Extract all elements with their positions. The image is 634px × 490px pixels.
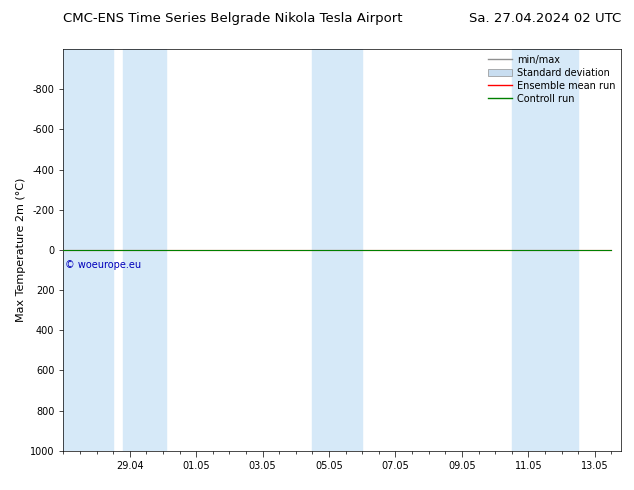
Legend: min/max, Standard deviation, Ensemble mean run, Controll run: min/max, Standard deviation, Ensemble me… bbox=[484, 51, 619, 107]
Text: Sa. 27.04.2024 02 UTC: Sa. 27.04.2024 02 UTC bbox=[469, 12, 621, 25]
Text: © woeurope.eu: © woeurope.eu bbox=[65, 260, 141, 270]
Bar bbox=[63, 49, 113, 451]
Bar bbox=[512, 49, 578, 451]
Text: CMC-ENS Time Series Belgrade Nikola Tesla Airport: CMC-ENS Time Series Belgrade Nikola Tesl… bbox=[63, 12, 403, 25]
Y-axis label: Max Temperature 2m (°C): Max Temperature 2m (°C) bbox=[16, 178, 26, 322]
Bar bbox=[123, 49, 166, 451]
Bar bbox=[313, 49, 362, 451]
